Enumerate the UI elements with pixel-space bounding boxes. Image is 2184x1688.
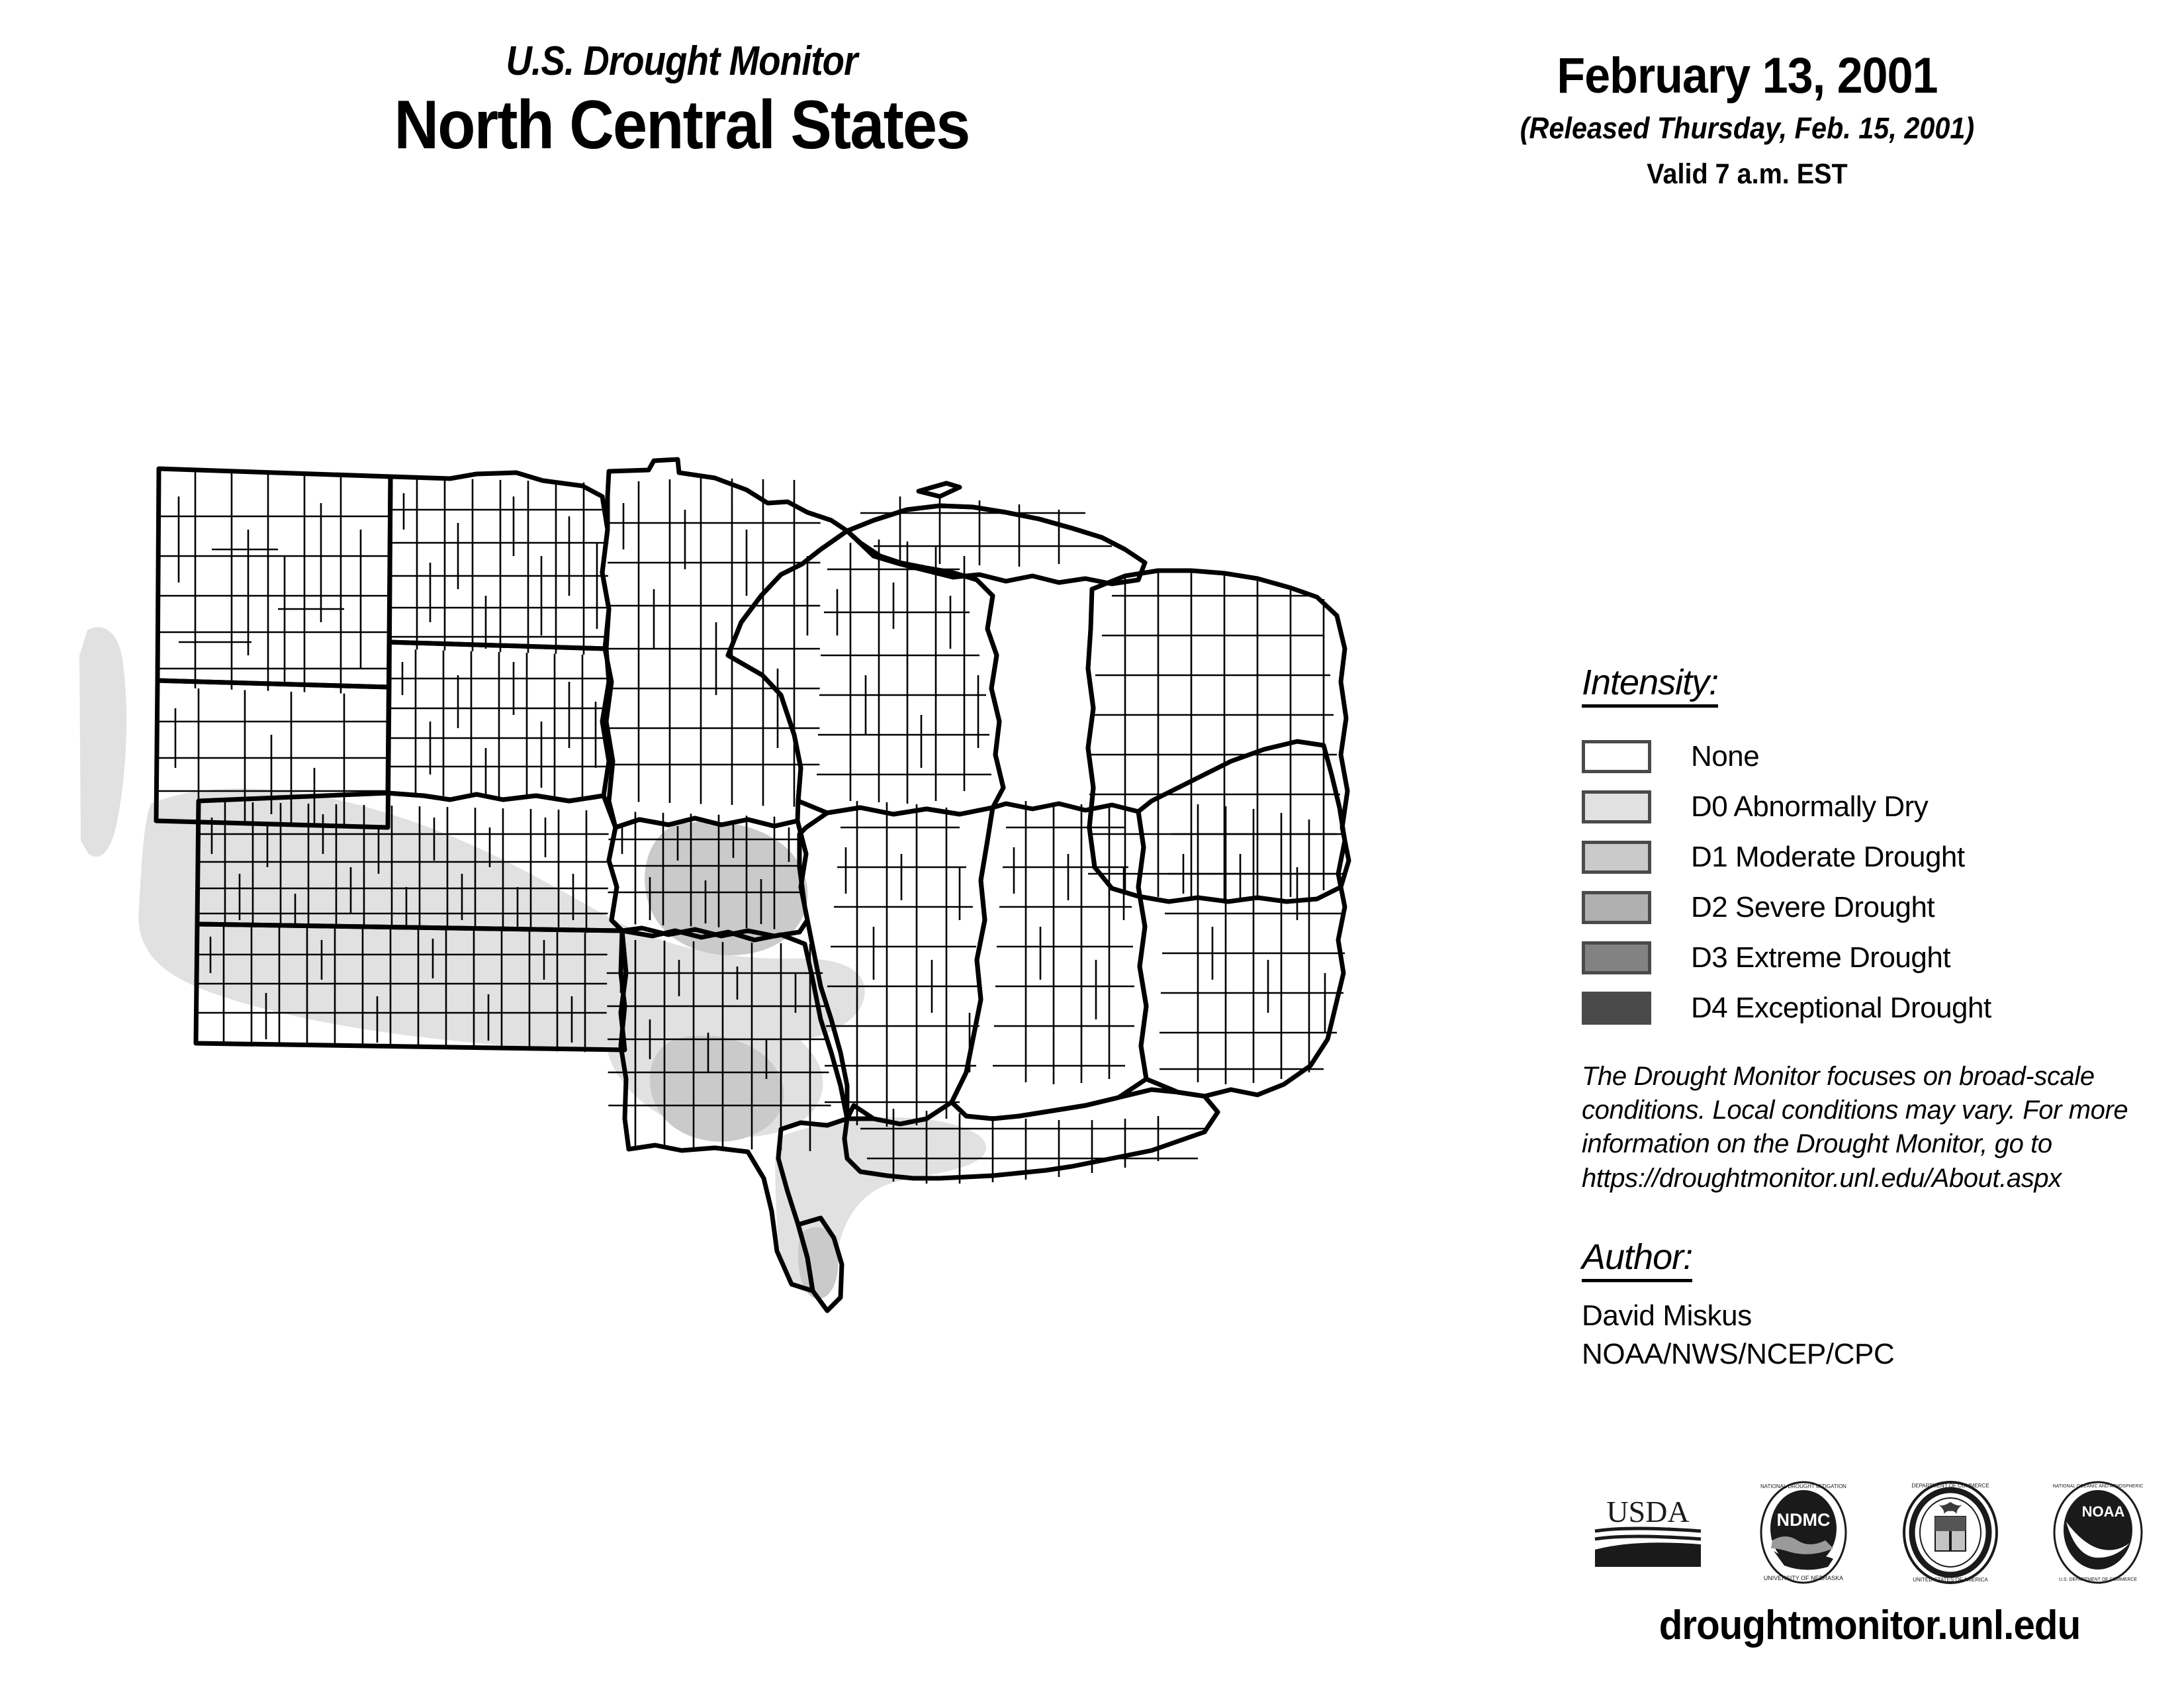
intensity-legend: None D0 Abnormally Dry D1 Moderate Droug…: [1582, 731, 2158, 1033]
legend-swatch-d1: [1582, 841, 1651, 874]
drought-map[interactable]: .st{fill:none;stroke:#000;stroke-width:7…: [79, 457, 1555, 1503]
noaa-logo-text: NOAA: [2082, 1503, 2125, 1520]
doc-ring-top: DEPARTMENT OF COMMERCE: [1911, 1483, 1989, 1489]
valid-date: February 13, 2001: [1557, 48, 1938, 104]
author-heading: Author:: [1582, 1237, 1693, 1282]
ndmc-logo-text: NDMC: [1777, 1510, 1831, 1530]
legend-swatch-none: [1582, 740, 1651, 773]
doc-seal[interactable]: DEPARTMENT OF COMMERCE UNITED STATES OF …: [1901, 1479, 2000, 1585]
page-subtitle: U.S. Drought Monitor: [506, 38, 858, 84]
state-outlines: [154, 457, 1351, 1313]
legend-label-none: None: [1691, 740, 1760, 773]
logo-strip: USDA NDMC NATIONAL DROUGHT MITIGATION UN…: [1588, 1476, 2144, 1589]
author-name: David Miskus: [1582, 1299, 1752, 1332]
noaa-ring-top: NATIONAL OCEANIC AND ATMOSPHERIC: [2053, 1484, 2144, 1489]
state-wisconsin: [725, 528, 1006, 817]
page-title: North Central States: [394, 87, 971, 164]
legend-row-d2[interactable]: D2 Severe Drought: [1582, 882, 2158, 933]
lake-superior-shore: [844, 503, 1128, 552]
noaa-ring-bottom: U.S. DEPARTMENT OF COMMERCE: [2059, 1577, 2138, 1582]
missouri-bootheel: [796, 1215, 844, 1313]
drought-area-d1-iowa-nebraska: [645, 821, 808, 956]
legend-row-none[interactable]: None: [1582, 731, 2158, 782]
drought-shading: [79, 627, 987, 1299]
great-lakes: [844, 503, 1128, 870]
legend-swatch-d3: [1582, 941, 1651, 974]
ndmc-ring-bottom: UNIVERSITY OF NEBRASKA: [1764, 1575, 1843, 1581]
drought-area-d1-bootheel: [798, 1227, 839, 1299]
legend-label-d3: D3 Extreme Drought: [1691, 941, 1951, 974]
legend-label-d0: D0 Abnormally Dry: [1691, 790, 1929, 823]
state-ohio: [1136, 739, 1347, 1099]
state-north-dakota: [387, 470, 612, 651]
county-lines: [158, 470, 1347, 1184]
release-date: (Released Thursday, Feb. 15, 2001): [1520, 111, 1975, 145]
map-svg[interactable]: .st{fill:none;stroke:#000;stroke-width:7…: [79, 457, 1555, 1503]
usda-logo-text: USDA: [1606, 1495, 1689, 1528]
intensity-heading: Intensity:: [1582, 662, 1719, 708]
state-michigan-upper: [844, 503, 1148, 586]
drought-area-d0-montana: [79, 627, 127, 857]
lake-michigan-east-shore: [1085, 666, 1097, 870]
legend-swatch-d0: [1582, 790, 1651, 823]
author-affiliation: NOAA/NWS/NCEP/CPC: [1582, 1337, 1895, 1370]
legend-swatch-d2: [1582, 891, 1651, 924]
legend-label-d2: D2 Severe Drought: [1691, 891, 1935, 923]
ndmc-logo[interactable]: NDMC NATIONAL DROUGHT MITIGATION UNIVERS…: [1759, 1479, 1848, 1585]
author-block: David Miskus NOAA/NWS/NCEP/CPC: [1582, 1297, 2158, 1374]
legend-row-d0[interactable]: D0 Abnormally Dry: [1582, 782, 2158, 832]
noaa-logo[interactable]: NOAA NATIONAL OCEANIC AND ATMOSPHERIC U.…: [2052, 1479, 2144, 1585]
drought-area-d0-nebraska-kansas: [138, 788, 865, 1051]
legend-swatch-d4: [1582, 992, 1651, 1025]
valid-time: Valid 7 a.m. EST: [1647, 158, 1848, 191]
legend-row-d3[interactable]: D3 Extreme Drought: [1582, 933, 2158, 983]
state-montana: [155, 466, 393, 690]
legend-row-d4[interactable]: D4 Exceptional Drought: [1582, 983, 2158, 1033]
usda-logo[interactable]: USDA: [1588, 1493, 1707, 1572]
site-url[interactable]: droughtmonitor.unl.edu: [1659, 1603, 2081, 1648]
info-panel: Intensity: None D0 Abnormally Dry D1 Mod…: [1582, 662, 2158, 1374]
lake-michigan-west-shore: [985, 593, 1006, 790]
legend-label-d4: D4 Exceptional Drought: [1691, 992, 1991, 1024]
state-kentucky: [842, 1087, 1220, 1181]
ndmc-ring-top: NATIONAL DROUGHT MITIGATION: [1760, 1483, 1846, 1489]
drought-area-d1-nw-missouri: [649, 1035, 784, 1142]
state-wyoming: [154, 678, 392, 830]
header-right: February 13, 2001 (Released Thursday, Fe…: [1413, 50, 2081, 191]
doc-ring-bottom: UNITED STATES OF AMERICA: [1913, 1577, 1988, 1583]
disclaimer-text: The Drought Monitor focuses on broad-sca…: [1582, 1062, 2128, 1193]
legend-label-d1: D1 Moderate Drought: [1691, 841, 1965, 873]
isle-royale: [916, 481, 962, 499]
state-indiana: [949, 801, 1149, 1121]
legend-row-d1[interactable]: D1 Moderate Drought: [1582, 832, 2158, 882]
header-left: U.S. Drought Monitor North Central State…: [0, 40, 1363, 164]
